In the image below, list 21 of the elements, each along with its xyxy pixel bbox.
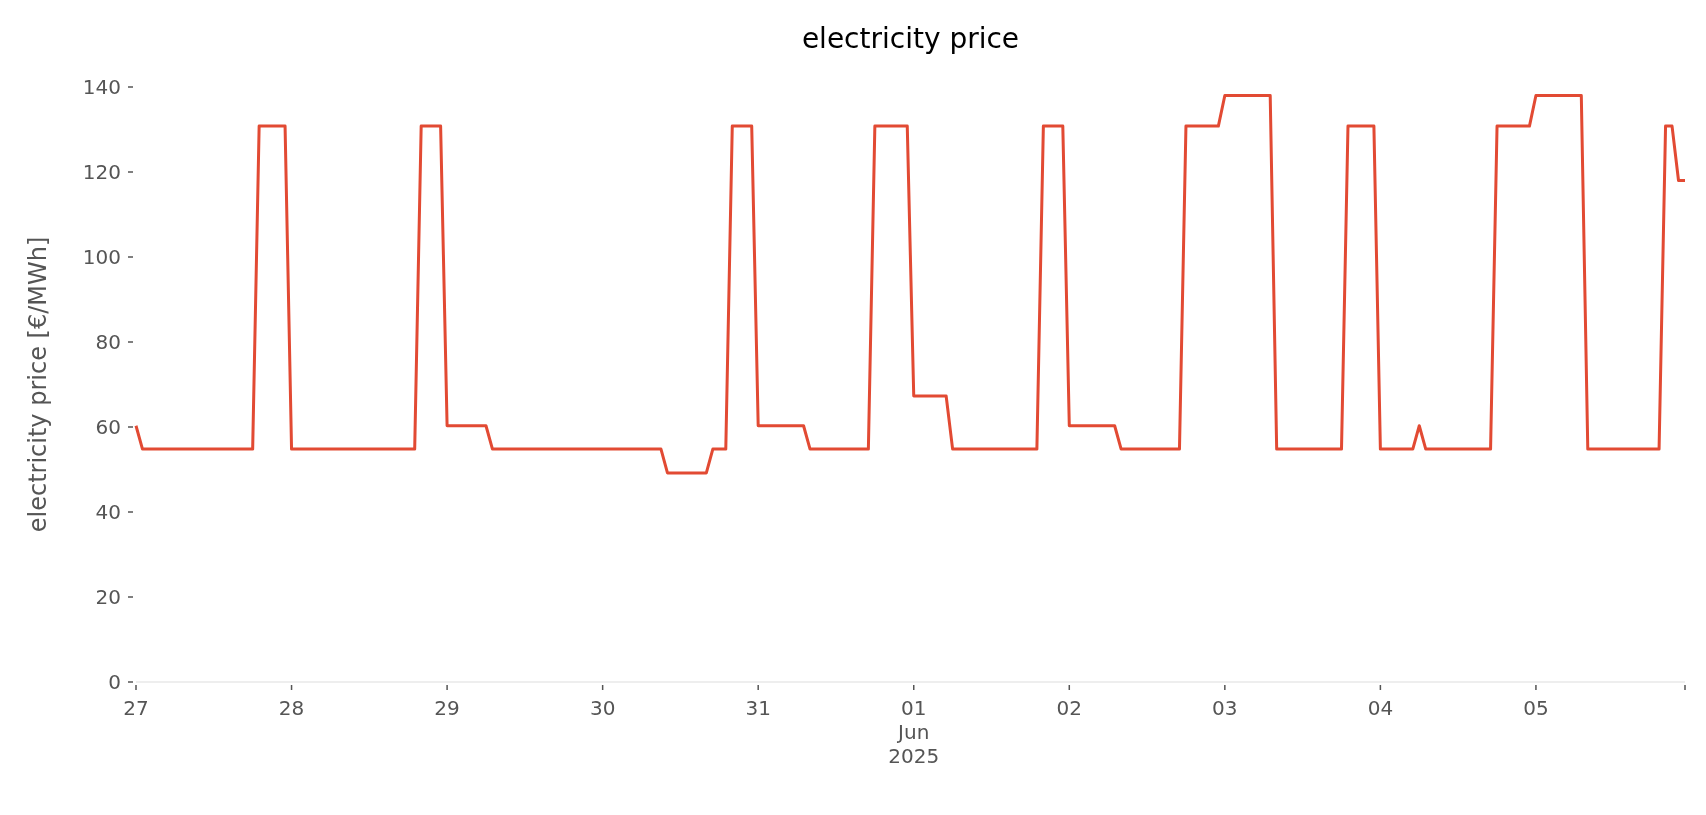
y-tick-label: 100 [82, 245, 121, 269]
x-tick-label: 01 Jun 2025 [888, 696, 940, 768]
x-tick-label: 30 [589, 696, 616, 720]
x-tick-label: 04 [1367, 696, 1394, 720]
x-tick-label: 05 [1523, 696, 1549, 720]
x-tick-label: 03 [1212, 696, 1238, 720]
x-tick-label: 02 [1056, 696, 1083, 720]
x-tick-label: 27 [123, 696, 149, 720]
x-tick-label: 31 [745, 696, 771, 720]
x-tick-label: 29 [434, 696, 460, 720]
y-tick-label: 60 [95, 415, 121, 439]
y-tick-label: 80 [95, 330, 121, 354]
y-tick-label: 40 [95, 500, 121, 524]
line-series [134, 94, 1687, 475]
y-tick-label: 120 [82, 160, 121, 184]
y-tick-label: 20 [95, 585, 121, 609]
chart-title: electricity price [801, 22, 1020, 55]
y-tick-label: 0 [108, 670, 121, 694]
y-tick-label: 140 [82, 75, 121, 99]
y-axis-title: electricity price [€/MWh] [24, 236, 52, 533]
x-tick-label: 28 [278, 696, 305, 720]
